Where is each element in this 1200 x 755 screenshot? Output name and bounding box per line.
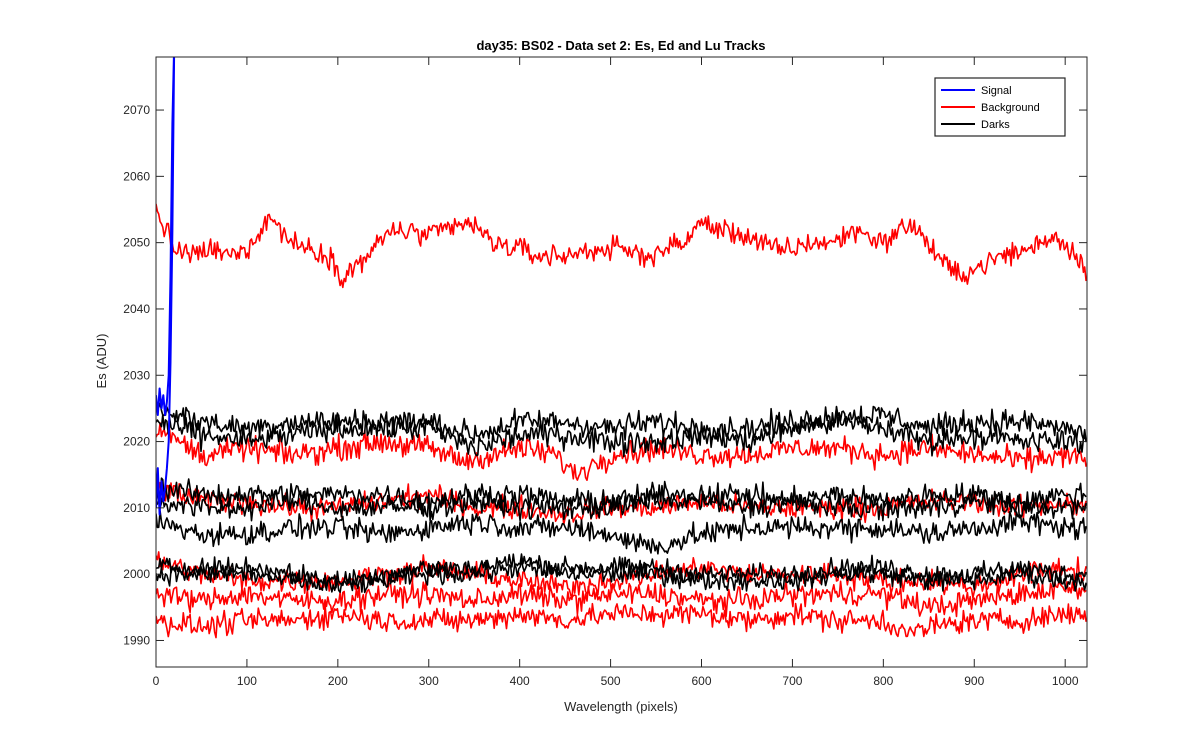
x-tick-label: 600 <box>691 674 711 688</box>
series-line-background-6 <box>156 602 1087 639</box>
y-tick-label: 1990 <box>123 633 150 647</box>
legend-label-signal: Signal <box>981 85 1012 97</box>
x-tick-label: 700 <box>782 674 802 688</box>
y-tick-label: 2030 <box>123 368 150 382</box>
y-tick-label: 2000 <box>123 567 150 581</box>
y-tick-label: 2040 <box>123 302 150 316</box>
y-axis-label: Es (ADU) <box>94 334 109 389</box>
axes-box <box>155 56 1088 668</box>
x-tick-label: 1000 <box>1052 674 1079 688</box>
series-line-darks-5 <box>156 510 1087 555</box>
series-line-darks-2 <box>156 406 1087 458</box>
series-line-darks-4 <box>156 488 1087 522</box>
legend: Signal Background Darks <box>934 77 1066 137</box>
legend-label-background: Background <box>981 102 1040 114</box>
axes-layer: 0 100 200 300 400 500 600 700 800 900 1000 1990 2000… <box>123 56 1088 688</box>
x-tick-label: 200 <box>328 674 348 688</box>
series-line-darks-6 <box>156 553 1087 589</box>
x-tick-label: 900 <box>964 674 984 688</box>
chart-title: day35: BS02 - Data set 2: Es, Ed and Lu … <box>476 38 765 53</box>
series-line-signal-2 <box>156 57 175 416</box>
x-tick-label: 100 <box>237 674 257 688</box>
y-tick-label: 2050 <box>123 236 150 250</box>
series-line-darks-7 <box>156 557 1087 594</box>
x-tick-label: 800 <box>873 674 893 688</box>
x-axis-label: Wavelength (pixels) <box>564 699 678 714</box>
series-layer <box>156 57 1087 639</box>
x-tick-label: 300 <box>419 674 439 688</box>
x-tick-label: 500 <box>601 674 621 688</box>
y-tick-label: 2070 <box>123 103 150 117</box>
series-line-background-5 <box>156 580 1087 618</box>
series-line-background-1 <box>156 203 1087 289</box>
y-tick-label: 2020 <box>123 435 150 449</box>
legend-label-darks: Darks <box>981 119 1010 131</box>
x-tick-label: 400 <box>510 674 530 688</box>
series-line-darks-3 <box>156 477 1087 515</box>
series-line-signal-1 <box>156 57 176 516</box>
y-tick-label: 2060 <box>123 169 150 183</box>
y-tick-label: 2010 <box>123 501 150 515</box>
x-tick-label: 0 <box>153 674 160 688</box>
